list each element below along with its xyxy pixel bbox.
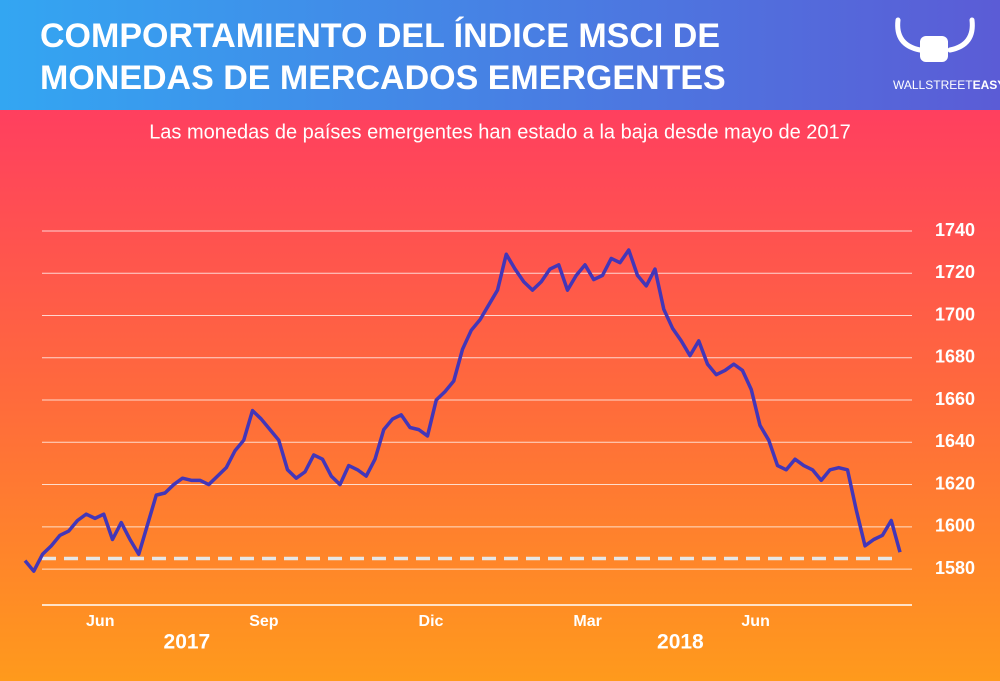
x-group-label: 2018 [657,631,704,654]
header [0,0,1000,110]
series-line [23,248,902,573]
y-tick-label: 1620 [935,473,975,493]
y-tick-label: 1720 [935,262,975,282]
x-tick-label: Dic [419,613,444,630]
y-tick-label: 1640 [935,431,975,451]
chart-title: MONEDAS DE MERCADOS EMERGENTES [40,59,726,97]
chart-subtitle: Las monedas de países emergentes han est… [149,121,851,143]
logo-icon [895,17,975,62]
y-tick-label: 1680 [935,347,975,367]
y-tick-label: 1600 [935,516,975,536]
y-tick-label: 1700 [935,304,975,324]
x-tick-label: Mar [573,613,601,630]
logo-part: WALLSTREET [893,78,973,92]
y-tick-label: 1660 [935,389,975,409]
x-group-label: 2017 [164,631,211,654]
y-tick-label: 1580 [935,558,975,578]
y-tick-label: 1740 [935,220,975,240]
background [0,110,1000,681]
x-tick-label: Jun [86,613,114,630]
logo-text: WALLSTREETEASY [893,78,1000,92]
x-tick-label: Sep [249,613,279,630]
x-tick-label: Jun [741,613,769,630]
logo-part: EASY [973,78,1000,92]
chart-title: COMPORTAMIENTO DEL ÍNDICE MSCI DE [40,17,720,55]
